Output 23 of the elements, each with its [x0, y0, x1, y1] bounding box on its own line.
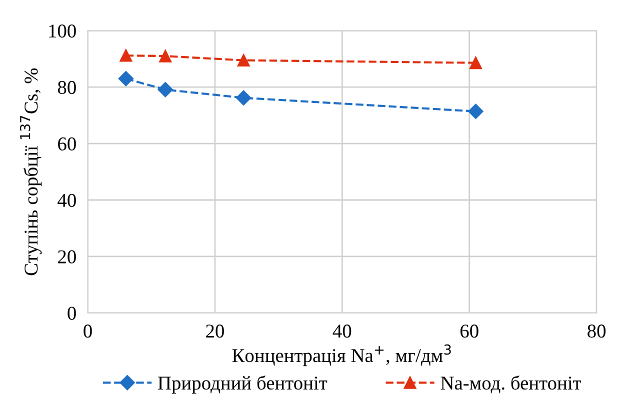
x-tick-label: 80: [588, 324, 606, 338]
x-tick-label: 40: [332, 324, 352, 338]
x-tick-label: 60: [460, 324, 478, 338]
y-axis-title: Ступінь сорбції $^{137}$Cs, %: [20, 68, 42, 276]
y-tick-label: 40: [58, 194, 76, 207]
legend-label: Na-мод. бентоніт: [440, 376, 582, 394]
x-tick-label: 0: [84, 324, 92, 338]
y-tick-label: 100: [49, 24, 76, 38]
point: [118, 71, 134, 86]
point: [468, 104, 484, 119]
y-tick-label: 20: [58, 250, 76, 264]
y-tick-label: 80: [58, 80, 76, 94]
y-tick-label: 60: [58, 137, 76, 150]
x-tick-label: 20: [206, 324, 224, 338]
point: [120, 49, 132, 62]
x-axis-title: Концентрація Na$^{+}$, мг/дм$^{3}$: [232, 344, 451, 366]
point: [158, 82, 173, 98]
point: [237, 54, 250, 67]
point: [236, 90, 252, 106]
legend-label: Природний бентоніт: [158, 376, 328, 394]
y-tick-label: 0: [68, 306, 76, 320]
point: [159, 50, 172, 62]
point: [469, 56, 482, 70]
